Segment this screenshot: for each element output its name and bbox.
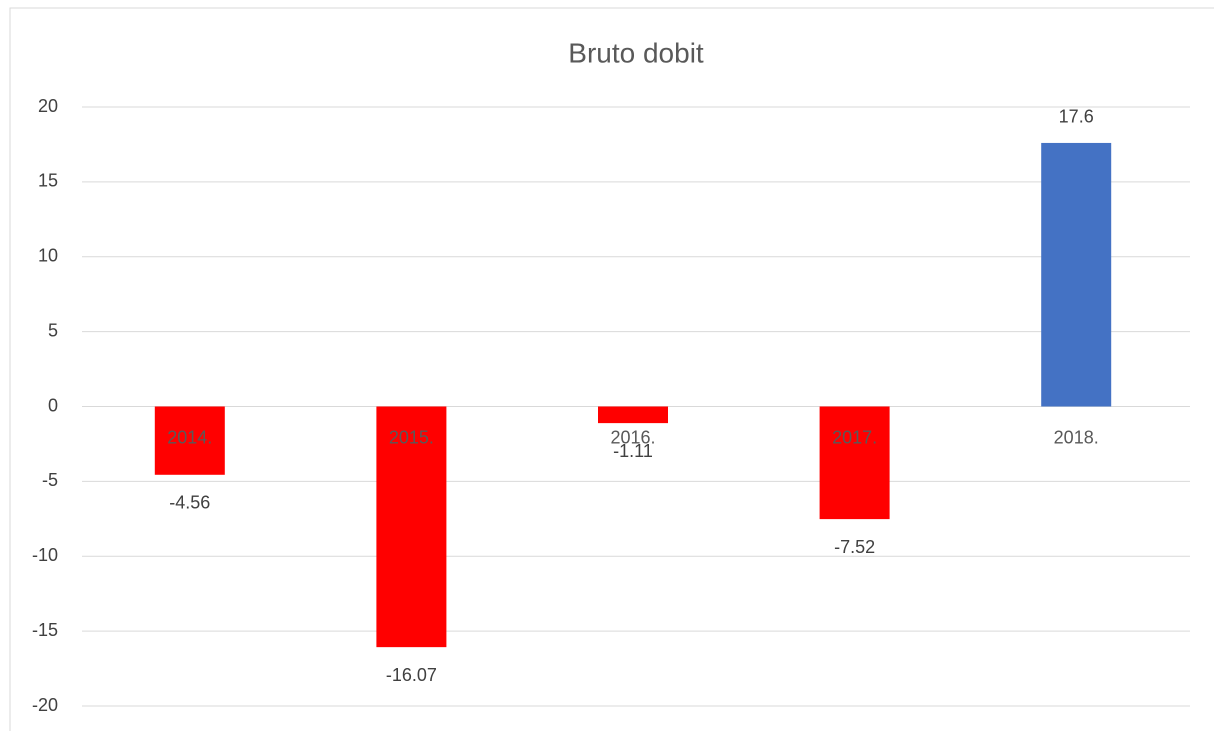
bar (598, 406, 668, 424)
y-tick-label: 15 (38, 171, 58, 191)
data-label: -16.07 (386, 665, 437, 685)
bar (819, 406, 890, 520)
y-tick-label: 10 (38, 246, 58, 266)
data-label: -1.11 (613, 441, 653, 461)
bar (1041, 142, 1112, 407)
y-tick-label: -10 (32, 545, 58, 565)
data-label: 17.6 (1059, 107, 1094, 127)
y-tick-label: -5 (42, 470, 58, 490)
x-tick-label: 2015. (389, 427, 434, 447)
x-tick-label: 2017. (832, 427, 877, 447)
data-label: -7.52 (834, 537, 875, 557)
x-tick-label: 2014. (167, 427, 212, 447)
bar (376, 406, 447, 648)
chart-border (9, 7, 1214, 736)
y-tick-label: -15 (32, 620, 58, 640)
y-tick-label: 5 (48, 320, 58, 340)
data-label: -4.56 (169, 493, 210, 513)
y-tick-label: 0 (48, 395, 58, 415)
x-tick-label: 2016. (610, 427, 655, 447)
y-tick-label: -20 (32, 695, 58, 715)
y-tick-label: 20 (38, 96, 58, 116)
x-tick-label: 2018. (1054, 427, 1099, 447)
bar (154, 406, 225, 475)
chart-title: Bruto dobit (568, 37, 704, 68)
